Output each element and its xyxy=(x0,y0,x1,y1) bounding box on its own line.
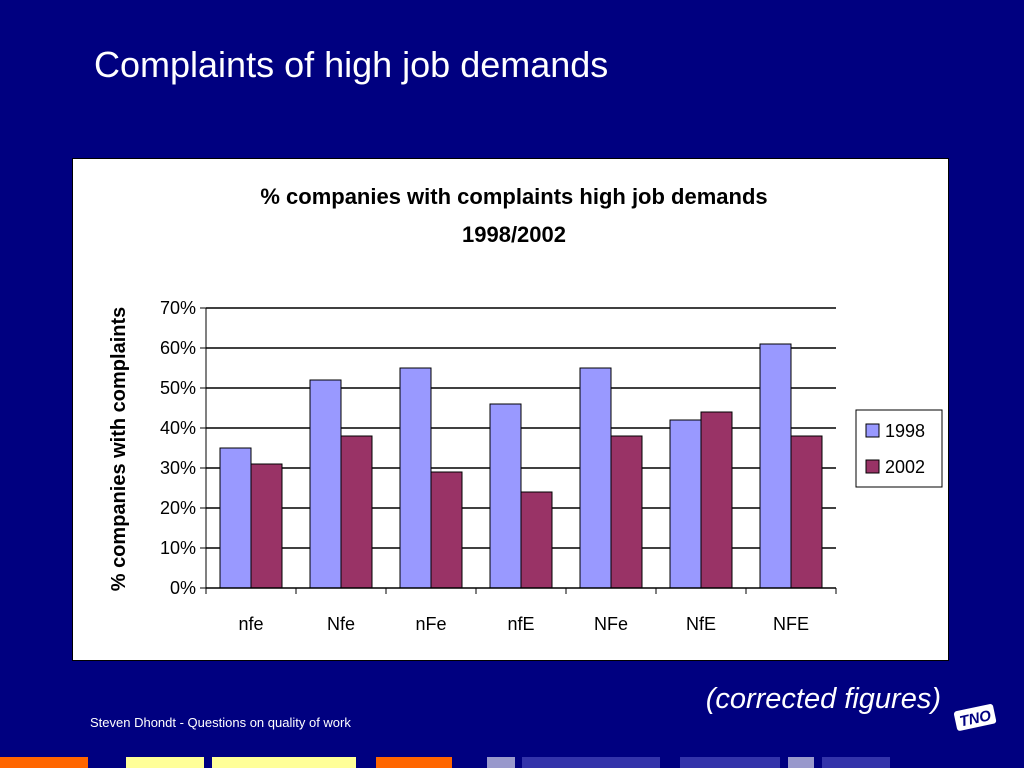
bar-2002-nfe xyxy=(250,463,283,589)
strip-block xyxy=(126,757,204,768)
bar-2002-Nfe xyxy=(340,435,373,589)
bar-1998-NFe xyxy=(579,367,612,589)
corrected-figures-note: (corrected figures) xyxy=(705,683,941,715)
y-axis-label: % companies with complaints xyxy=(108,307,130,592)
strip-block xyxy=(212,757,356,768)
footer-text: Steven Dhondt - Questions on quality of … xyxy=(90,715,351,730)
chart-frame: % companies with complaints high job dem… xyxy=(72,158,949,661)
legend-label-2002: 2002 xyxy=(885,457,925,477)
y-tick-label: 10% xyxy=(160,538,196,558)
bar-2002-NFE xyxy=(790,435,823,589)
bar-1998-nfE xyxy=(489,403,522,589)
bar-chart: % companies with complaints high job dem… xyxy=(108,184,943,634)
x-tick-label: Nfe xyxy=(327,614,355,634)
bar-1998-NFE xyxy=(759,343,792,589)
legend-label-1998: 1998 xyxy=(885,421,925,441)
legend-box xyxy=(855,409,943,488)
strip-block xyxy=(376,757,452,768)
y-tick-label: 30% xyxy=(160,458,196,478)
strip-block xyxy=(522,757,660,768)
bar-2002-NfE xyxy=(700,411,733,589)
x-tick-label: NfE xyxy=(686,614,716,634)
bar-1998-nfe xyxy=(219,447,252,589)
y-tick-label: 60% xyxy=(160,338,196,358)
strip-block xyxy=(822,757,890,768)
x-tick-label: nfE xyxy=(507,614,534,634)
bottom-color-strip xyxy=(0,757,1024,768)
bar-1998-Nfe xyxy=(309,379,342,589)
y-tick-label: 20% xyxy=(160,498,196,518)
y-tick-label: 50% xyxy=(160,378,196,398)
axes-layer: 0% 10% 20% 30% 40% 50% 60% 70% nfe Nfe nFe nfE NFe Nf… xyxy=(160,298,837,634)
slide-title: Complaints of high job demands xyxy=(94,44,609,85)
legend-swatch-1998 xyxy=(865,423,880,438)
x-tick-label: nFe xyxy=(415,614,446,634)
bar-2002-nfE xyxy=(520,491,553,589)
strip-block xyxy=(487,757,515,768)
x-tick-label: NFE xyxy=(773,614,809,634)
bar-2002-NFe xyxy=(610,435,643,589)
bar-2002-nFe xyxy=(430,471,463,589)
y-tick-label: 70% xyxy=(160,298,196,318)
strip-block xyxy=(788,757,814,768)
bar-1998-NfE xyxy=(669,419,702,589)
y-tick-label: 40% xyxy=(160,418,196,438)
legend: 1998 2002 xyxy=(855,409,943,488)
y-tick-label: 0% xyxy=(170,578,196,598)
strip-block xyxy=(680,757,780,768)
x-tick-label: nfe xyxy=(238,614,263,634)
x-tick-label: NFe xyxy=(594,614,628,634)
tno-logo-icon: TNO xyxy=(953,704,997,731)
legend-swatch-2002 xyxy=(865,459,880,474)
bar-1998-nFe xyxy=(399,367,432,589)
strip-block xyxy=(0,757,88,768)
svg-text:TNO: TNO xyxy=(958,707,993,730)
chart-title: % companies with complaints high job dem… xyxy=(260,184,767,209)
chart-subtitle: 1998/2002 xyxy=(462,222,566,247)
bars-layer xyxy=(219,343,823,589)
